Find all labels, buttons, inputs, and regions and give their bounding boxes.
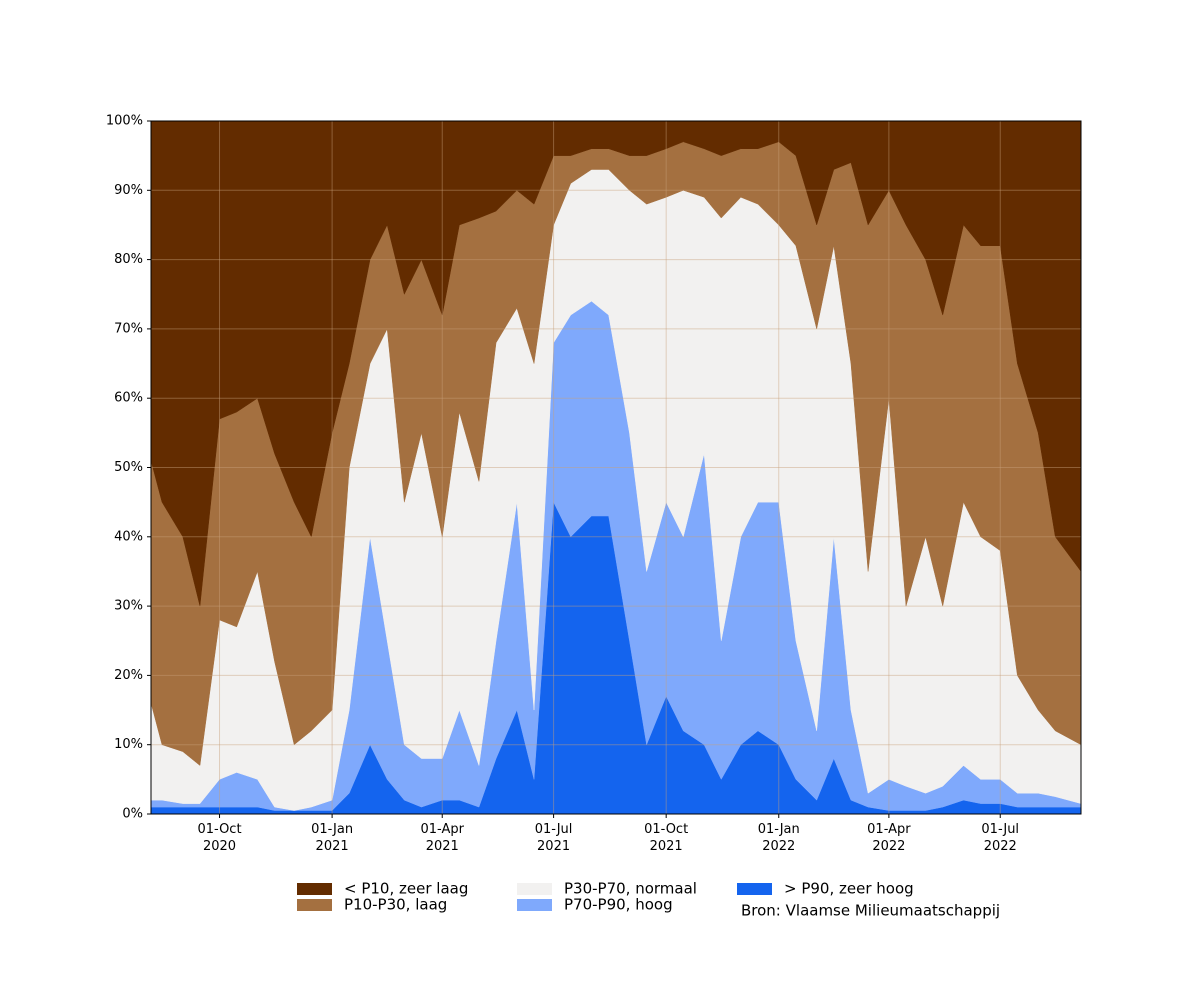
x-tick-label: 01-Jul 2022 (981, 822, 1020, 854)
y-tick-label: 50% (114, 460, 143, 475)
y-tick-label: 80% (114, 252, 143, 267)
legend-swatch (517, 883, 552, 895)
x-tick-label: 01-Jul 2021 (534, 822, 573, 854)
x-tick-label: 01-Apr 2021 (420, 822, 464, 854)
legend-swatch (297, 899, 332, 911)
y-tick-label: 90% (114, 183, 143, 198)
legend-label: P70-P90, hoog (564, 896, 673, 914)
y-tick-label: 30% (114, 599, 143, 614)
x-tick-label: 01-Oct 2020 (197, 822, 242, 854)
source: Bron: Vlaamse Milieumaatschappij (741, 902, 1000, 920)
legend-label: < P10, zeer laag (344, 880, 468, 898)
y-tick-label: 70% (114, 321, 143, 336)
y-tick-label: 0% (122, 807, 143, 822)
legend-label: > P90, zeer hoog (784, 880, 914, 898)
legend-swatch (517, 899, 552, 911)
x-tick-label: 01-Jan 2021 (311, 822, 354, 854)
y-tick-label: 40% (114, 529, 143, 544)
y-tick-label: 20% (114, 668, 143, 683)
legend-swatch (297, 883, 332, 895)
x-tick-label: 01-Apr 2022 (867, 822, 911, 854)
legend-label: P30-P70, normaal (564, 880, 697, 898)
y-tick-label: 100% (106, 114, 143, 129)
legend-label: P10-P30, laag (344, 896, 447, 914)
legend-swatch (737, 883, 772, 895)
y-tick-label: 10% (114, 737, 143, 752)
plot-frame (150, 120, 1082, 815)
y-tick-label: 60% (114, 391, 143, 406)
x-tick-label: 01-Jan 2022 (757, 822, 800, 854)
x-tick-label: 01-Oct 2021 (644, 822, 689, 854)
